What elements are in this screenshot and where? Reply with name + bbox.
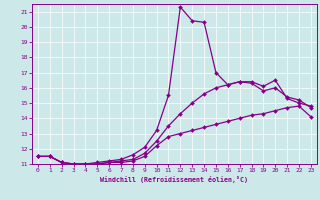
X-axis label: Windchill (Refroidissement éolien,°C): Windchill (Refroidissement éolien,°C) [100, 176, 248, 183]
